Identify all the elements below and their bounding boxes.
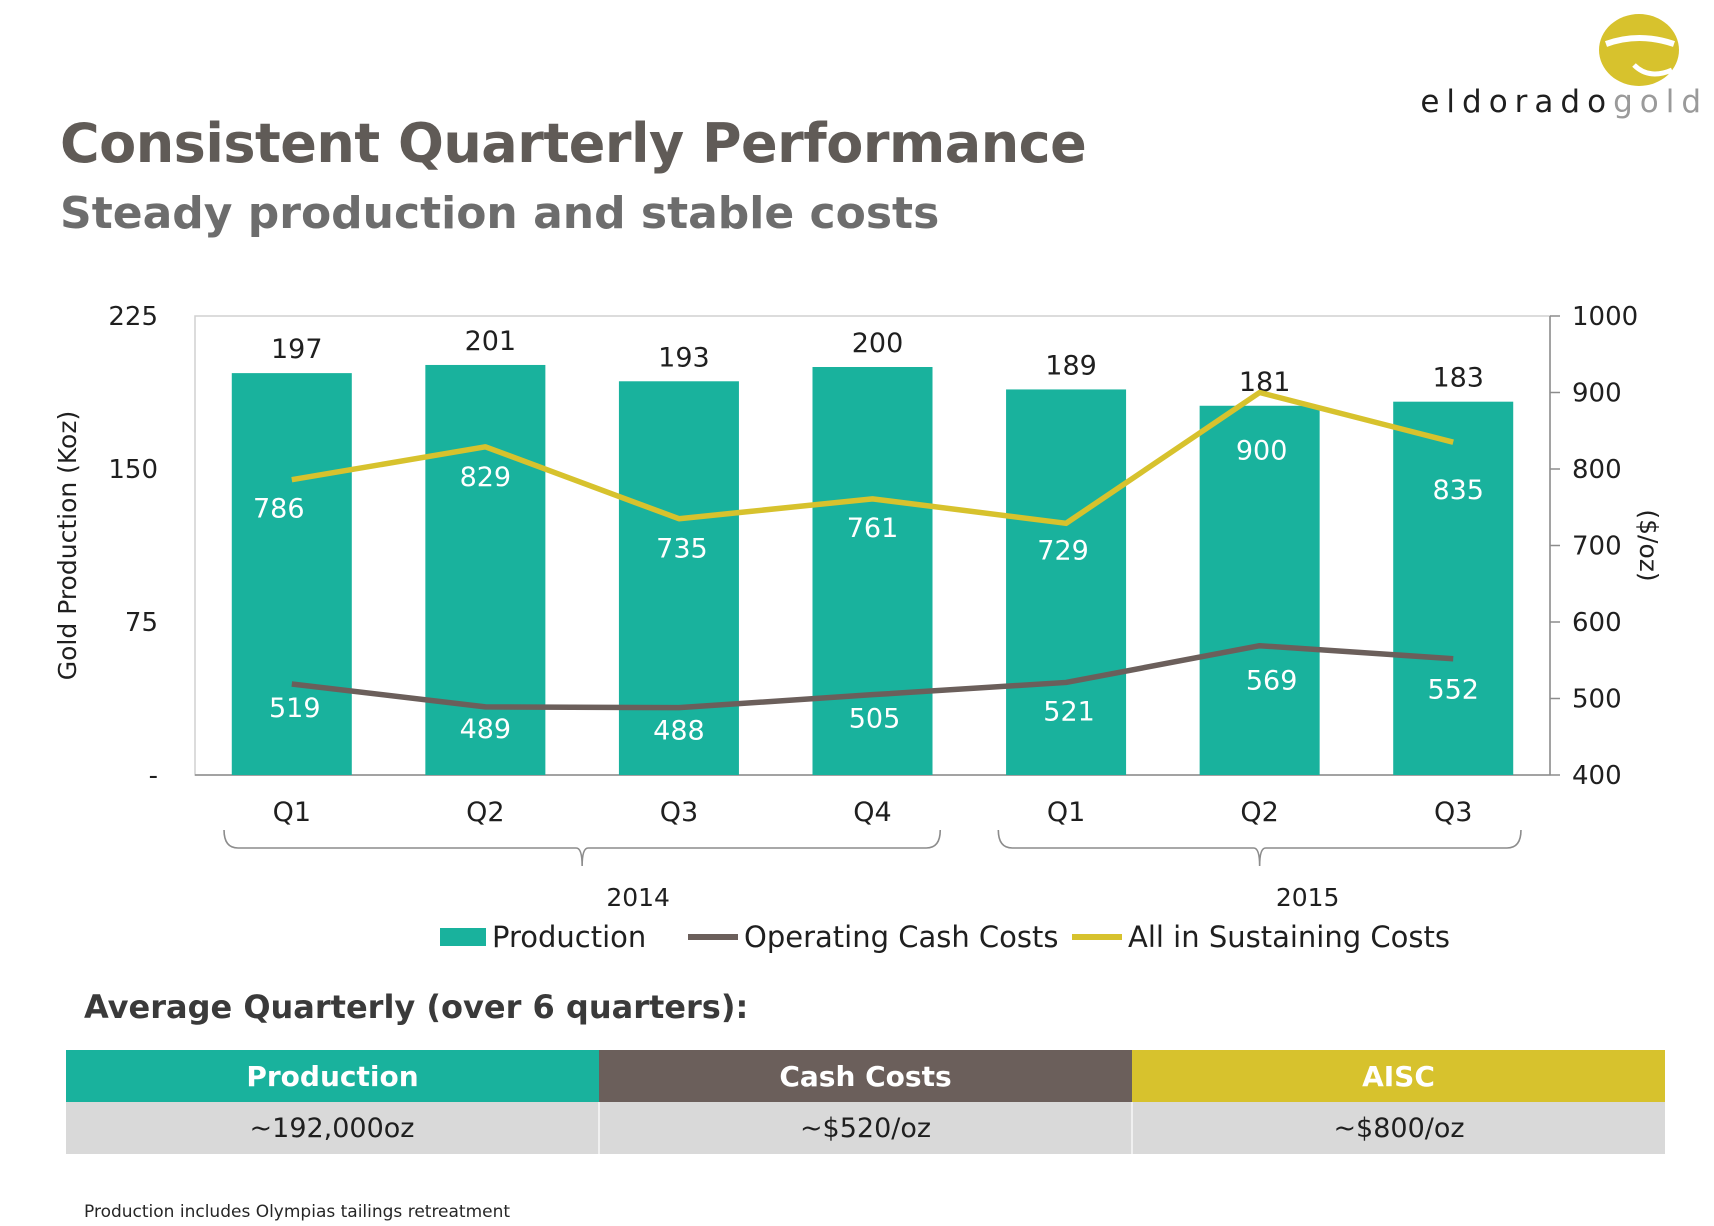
production-bar — [812, 367, 933, 775]
legend-swatch-operating-cash-costs — [688, 934, 738, 940]
y2-tick-label: 900 — [1572, 379, 1622, 409]
y2-tick-label: 600 — [1572, 608, 1622, 638]
x-tick-label: Q3 — [1434, 797, 1472, 828]
legend-swatch-all-in-sustaining-costs — [1072, 934, 1122, 940]
aisc-header: AISC — [1132, 1050, 1665, 1102]
y2-tick-label: 1000 — [1572, 302, 1638, 332]
operating-cash-costs-data-label: 488 — [653, 716, 705, 747]
production-bar — [1199, 405, 1320, 775]
logo-wordmark: eldoradogold — [1420, 84, 1708, 120]
production-data-label: 197 — [271, 334, 323, 365]
average-quarterly-table: Production Cash Costs AISC ~192,000oz ~$… — [66, 1050, 1665, 1154]
all-in-sustaining-costs-data-label: 900 — [1236, 436, 1288, 467]
logo-word-gold: gold — [1613, 84, 1708, 120]
eldorado-gold-logo: eldoradogold — [1414, 0, 1714, 130]
all-in-sustaining-costs-data-label: 735 — [656, 534, 708, 565]
x-tick-label: Q3 — [660, 797, 698, 828]
y2-tick-label: 800 — [1572, 455, 1622, 485]
all-in-sustaining-costs-data-label: 729 — [1037, 535, 1089, 566]
operating-cash-costs-data-label: 552 — [1427, 675, 1479, 706]
operating-cash-costs-data-label: 521 — [1043, 696, 1095, 727]
production-data-label: 200 — [852, 328, 904, 359]
y-tick-label: 75 — [125, 608, 158, 638]
legend-label-production: Production — [492, 920, 646, 954]
y-tick-label: 150 — [108, 455, 158, 485]
y-axis-title: Gold Production (Koz) — [53, 411, 82, 680]
y2-tick-label: 400 — [1572, 761, 1622, 791]
year-group-label: 2014 — [606, 883, 670, 912]
page-subtitle: Steady production and stable costs — [60, 188, 940, 239]
operating-cash-costs-data-label: 519 — [269, 693, 321, 724]
x-tick-label: Q2 — [1240, 797, 1278, 828]
operating-cash-costs-data-label: 569 — [1246, 666, 1298, 697]
x-tick-label: Q2 — [466, 797, 504, 828]
legend-label-all-in-sustaining-costs: All in Sustaining Costs — [1128, 920, 1450, 954]
x-tick-label: Q1 — [1047, 797, 1085, 828]
operating-cash-costs-data-label: 505 — [849, 704, 901, 735]
page-title: Consistent Quarterly Performance — [60, 112, 1087, 175]
production-data-label: 201 — [465, 326, 517, 357]
all-in-sustaining-costs-data-label: 761 — [847, 513, 899, 544]
cash-costs-value: ~$520/oz — [599, 1102, 1133, 1154]
production-data-label: 193 — [658, 342, 710, 373]
legend-swatch-production — [440, 928, 486, 946]
year-group-bracket — [997, 829, 1522, 867]
operating-cash-costs-data-label: 489 — [460, 714, 512, 745]
x-tick-label: Q4 — [853, 797, 891, 828]
y-tick-label: - — [149, 761, 158, 791]
production-costs-chart: - 75 150 225 400 500 600 700 800 900 1000 Gold Prod… — [53, 302, 1663, 954]
all-in-sustaining-costs-data-label: 835 — [1432, 475, 1484, 506]
production-header: Production — [66, 1050, 599, 1102]
y2-tick-label: 500 — [1572, 685, 1622, 715]
average-header-row: Production Cash Costs AISC — [66, 1050, 1665, 1102]
average-value-row: ~192,000oz ~$520/oz ~$800/oz — [66, 1102, 1665, 1154]
production-bar — [1393, 401, 1514, 775]
y2-tick-label: 700 — [1572, 532, 1622, 562]
year-group-label: 2015 — [1276, 883, 1340, 912]
production-data-label: 183 — [1432, 363, 1484, 394]
average-quarterly-title: Average Quarterly (over 6 quarters): — [84, 988, 749, 1026]
production-data-label: 189 — [1045, 350, 1097, 381]
logo-mark-icon — [1599, 14, 1679, 86]
x-tick-label: Q1 — [273, 797, 311, 828]
all-in-sustaining-costs-data-label: 786 — [253, 494, 305, 525]
all-in-sustaining-costs-data-label: 829 — [460, 462, 512, 493]
logo-word-eldorado: eldorado — [1420, 84, 1614, 120]
production-bar — [1006, 389, 1127, 775]
production-value: ~192,000oz — [66, 1102, 600, 1154]
y-tick-label: 225 — [108, 302, 158, 332]
cash-costs-header: Cash Costs — [599, 1050, 1132, 1102]
y2-axis-title: ($/oz) — [1634, 509, 1663, 581]
footnote: Production includes Olympias tailings re… — [84, 1202, 511, 1222]
operating-cash-costs-line — [291, 642, 1454, 711]
production-bar — [231, 373, 352, 775]
year-group-bracket — [223, 829, 942, 867]
all-in-sustaining-costs-line — [291, 389, 1454, 527]
aisc-value: ~$800/oz — [1132, 1102, 1665, 1154]
legend-label-operating-cash-costs: Operating Cash Costs — [744, 920, 1059, 954]
